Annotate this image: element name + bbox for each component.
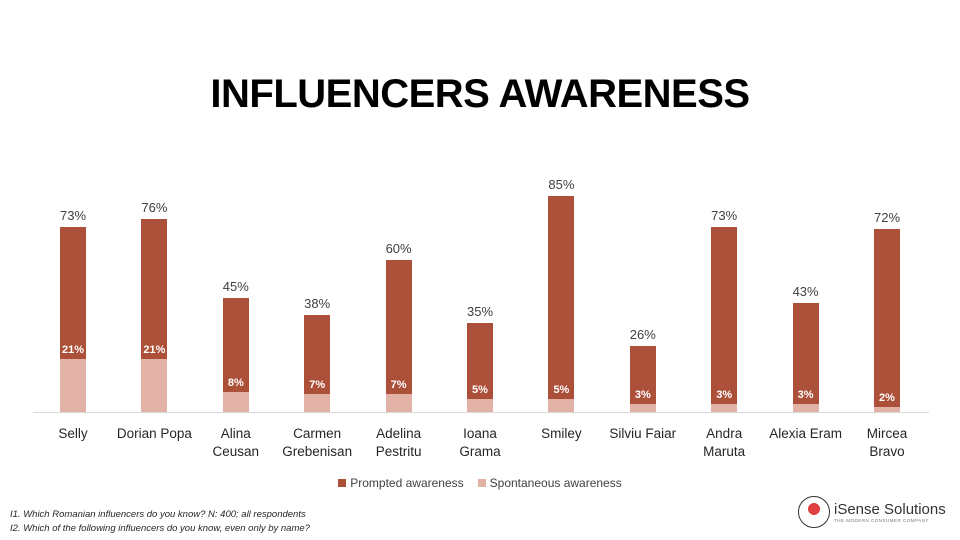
bar-group: 76% 21% bbox=[141, 160, 167, 412]
category-label: Alexia Eram bbox=[769, 426, 842, 441]
bar-prompted bbox=[874, 229, 900, 412]
legend-label-prompted: Prompted awareness bbox=[350, 476, 464, 490]
prompted-value-label: 73% bbox=[59, 207, 87, 223]
bar-prompted bbox=[792, 302, 819, 412]
spontaneous-value-label: 3% bbox=[716, 389, 733, 402]
category-label: Ioana Grama bbox=[459, 426, 501, 459]
category-label: Silviu Faiar bbox=[609, 426, 677, 441]
spontaneous-value-label: 5% bbox=[553, 384, 570, 397]
spontaneous-value-label: 5% bbox=[472, 384, 488, 397]
prompted-value-label: 73% bbox=[711, 207, 738, 223]
bar-spontaneous bbox=[629, 404, 656, 412]
prompted-value-label: 45% bbox=[222, 278, 249, 294]
legend-item-prompted: Prompted awareness bbox=[338, 476, 464, 490]
logo-tagline: THE MODERN CONSUMER COMPANY bbox=[834, 517, 929, 523]
bar-group: 60% 7% bbox=[386, 160, 412, 412]
spontaneous-value-label: 2% bbox=[879, 391, 895, 404]
legend-swatch-spontaneous bbox=[477, 479, 486, 487]
bar-group: 43% 3% bbox=[793, 160, 819, 412]
footnotes: I1. Which Romanian influencers do you kn… bbox=[10, 508, 310, 536]
bar-spontaneous bbox=[792, 404, 819, 412]
bar-spontaneous bbox=[222, 391, 249, 412]
prompted-value-label: 38% bbox=[304, 296, 331, 312]
bar-group: 26% 3% bbox=[630, 160, 656, 412]
prompted-value-label: 72% bbox=[873, 210, 901, 226]
spontaneous-value-label: 21% bbox=[143, 343, 166, 356]
category-label: Mircea Bravo bbox=[866, 426, 908, 459]
x-axis-line bbox=[33, 412, 929, 413]
bar-group: 85% 5% bbox=[548, 160, 574, 412]
prompted-value-label: 60% bbox=[385, 240, 412, 256]
legend-item-spontaneous: Spontaneous awareness bbox=[477, 476, 622, 490]
category-label: Adelina Pestritu bbox=[375, 426, 422, 459]
bar-prompted bbox=[467, 323, 493, 412]
bar-spontaneous bbox=[467, 399, 493, 412]
bar-spontaneous bbox=[141, 358, 168, 412]
legend-swatch-prompted bbox=[338, 479, 347, 487]
bar-prompted bbox=[385, 259, 412, 412]
company-logo: iSense Solutions THE MODERN CONSUMER COM… bbox=[798, 496, 946, 528]
category-label: Carmen Grebenisan bbox=[282, 426, 353, 459]
bar-group: 35% 5% bbox=[467, 160, 493, 412]
category-label: Andra Maruta bbox=[703, 426, 746, 459]
bar-group: 38% 7% bbox=[304, 160, 330, 412]
bar-prompted bbox=[548, 196, 575, 412]
category-label: Selly bbox=[58, 426, 88, 441]
spontaneous-value-label: 3% bbox=[634, 389, 651, 402]
bar-prompted bbox=[711, 226, 738, 412]
legend-label-spontaneous: Spontaneous awareness bbox=[489, 476, 622, 490]
logo-name: iSense Solutions bbox=[834, 500, 946, 518]
spontaneous-value-label: 8% bbox=[227, 376, 244, 389]
footnote-1: I1. Which Romanian influencers do you kn… bbox=[10, 509, 306, 520]
prompted-value-label: 43% bbox=[792, 283, 819, 299]
category-label: Dorian Popa bbox=[116, 426, 192, 441]
prompted-value-label: 85% bbox=[548, 177, 575, 192]
bar-spontaneous bbox=[304, 394, 331, 412]
prompted-value-label: 76% bbox=[141, 199, 168, 215]
bar-group: 73% 21% bbox=[60, 160, 86, 412]
chart-legend: Prompted awareness Spontaneous awareness bbox=[0, 476, 960, 490]
spontaneous-value-label: 3% bbox=[797, 389, 814, 402]
footnote-2: I2. Which of the following influencers d… bbox=[10, 523, 310, 534]
bar-group: 72% 2% bbox=[874, 160, 900, 412]
spontaneous-value-label: 21% bbox=[61, 343, 85, 356]
prompted-value-label: 26% bbox=[629, 326, 656, 342]
bar-spontaneous bbox=[548, 399, 575, 412]
prompted-value-label: 35% bbox=[466, 304, 494, 320]
bar-spontaneous bbox=[60, 358, 86, 412]
bar-group: 73% 3% bbox=[711, 160, 737, 412]
bar-spontaneous bbox=[711, 404, 738, 412]
bar-group: 45% 8% bbox=[223, 160, 249, 412]
bar-chart: 73% 21% 76% 21% 45% 8% 38% 7% 60% 7% 35% 5% 85% 5% 26%… bbox=[33, 160, 929, 412]
bar-prompted bbox=[629, 345, 656, 412]
spontaneous-value-label: 7% bbox=[309, 379, 326, 392]
category-label: Alina Ceusan bbox=[212, 426, 260, 459]
bar-spontaneous bbox=[385, 394, 412, 412]
spontaneous-value-label: 7% bbox=[390, 379, 407, 392]
tree-logo-icon bbox=[798, 496, 830, 528]
slide-title: INFLUENCERS AWARENESS bbox=[210, 72, 750, 116]
bar-spontaneous bbox=[874, 406, 900, 412]
category-label: Smiley bbox=[541, 426, 582, 441]
